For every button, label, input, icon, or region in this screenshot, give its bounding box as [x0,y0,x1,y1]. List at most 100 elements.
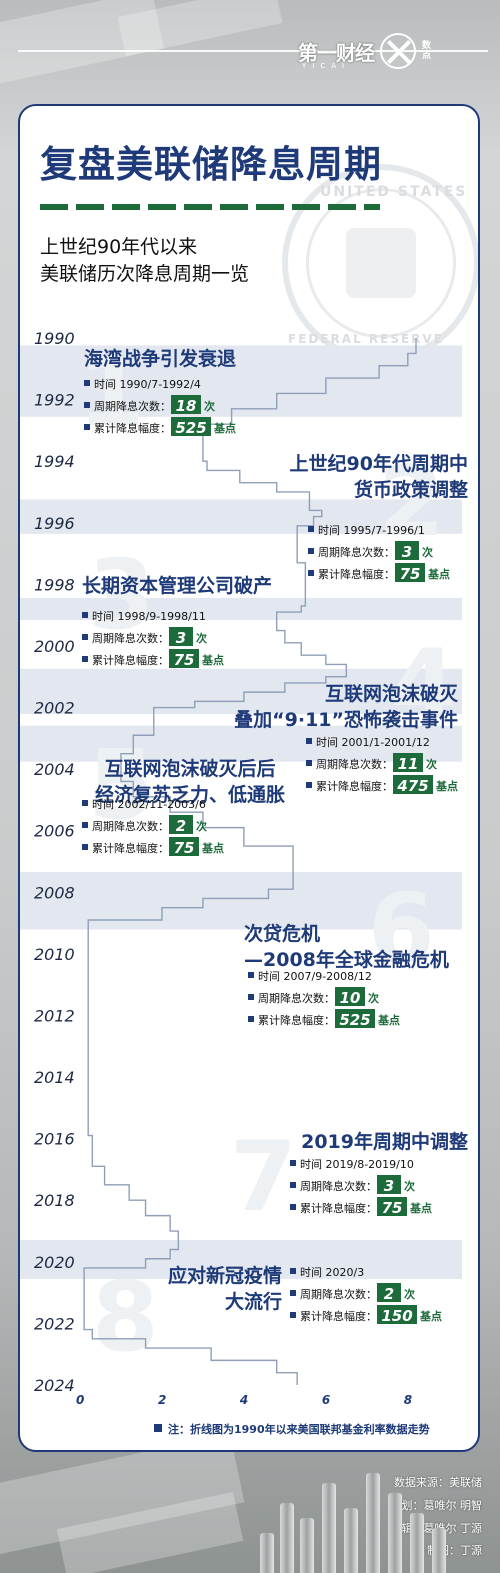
cycle-bullet-1-period [84,380,90,386]
y-tick-label-1998: 1998 [34,575,75,594]
cycle-count-value-7: 3 [384,1177,394,1195]
cycle-cut-value-7: 75 [382,1199,403,1217]
cycle-count-label-6: 周期降息次数： [258,991,335,1005]
cycle-cut-label-7: 累计降息幅度： [300,1201,377,1215]
y-tick-label-2008: 2008 [34,883,75,902]
cycle-cut-unit-2: 基点 [427,567,450,581]
coin-stacks-decoration [250,1450,490,1573]
cycle-cut-label-4: 累计降息幅度： [316,779,393,793]
y-tick-label-2002: 2002 [34,699,75,718]
cycle-count-label-8: 周期降息次数： [300,1287,377,1301]
cycle-count-box-2 [395,541,419,560]
cycle-cut-box-2 [395,563,425,582]
brand-sub: YICAI [302,62,351,70]
cycle-count-box-4 [393,753,423,772]
cycle-count-unit-5: 次 [196,819,207,833]
cycle-bullet-8-count [290,1290,296,1296]
cycle-count-label-5: 周期降息次数： [92,819,169,833]
cycle-cut-value-2: 75 [400,565,421,583]
cycle-title-4-line-1: 互联网泡沫破灭 [325,682,459,705]
cycle-count-box-3 [169,627,193,646]
cycle-bg-number-3: 3 [88,539,155,651]
series-line-fed-funds [83,338,417,1385]
cycle-period-label-3: 时间 1998/9-1998/11 [92,610,206,623]
cycle-bullet-4-period [306,738,312,744]
cycle-count-value-5: 2 [176,817,186,835]
y-tick-label-2010: 2010 [34,945,75,964]
x-tick-label-4: 4 [239,1393,248,1407]
cycle-band-2 [20,499,462,534]
cycle-cut-label-5: 累计降息幅度： [92,841,169,855]
cycle-count-value-2: 3 [402,543,412,561]
cycle-count-box-5 [169,815,193,834]
brand-name: 第一财经 [298,40,375,65]
y-tick-label-1996: 1996 [34,514,75,533]
cycle-title-6-line-2: —2008年全球金融危机 [244,948,449,971]
cycle-band-3 [20,597,462,621]
cycle-cut-box-8 [377,1305,417,1324]
cycle-cut-unit-8: 基点 [419,1309,442,1323]
cycle-cut-label-2: 累计降息幅度： [318,567,395,581]
cycle-cut-unit-4: 基点 [435,779,458,793]
cycle-bullet-5-cut [82,844,88,850]
y-tick-label-2004: 2004 [34,760,75,779]
cycle-title-4-line-2: 叠加“9·11”恐怖袭击事件 [234,708,458,731]
cycle-cut-unit-7: 基点 [409,1201,432,1215]
cycle-cut-unit-1: 基点 [213,421,236,435]
infographic-card: UNITED STATES FEDERAL RESERVE SYSTEM 复盘美… [18,104,480,1452]
cycle-count-value-6: 10 [340,989,361,1007]
y-tick-label-2020: 2020 [34,1253,75,1272]
page-title: 复盘美联储降息周期 [40,143,382,186]
cycle-count-box-6 [335,987,365,1006]
cycle-bg-number-4: 4 [390,629,457,741]
x-tick-label-2: 2 [158,1393,166,1407]
cycle-bullet-3-cut [82,656,88,662]
cycle-count-box-7 [377,1175,401,1194]
cycle-bullet-6-count [248,994,254,1000]
cycle-count-value-3: 3 [176,629,186,647]
cycle-count-unit-1: 次 [204,399,215,413]
x-tick-label-6: 6 [322,1393,330,1407]
subtitle-line-1: 上世纪90年代以来 [40,236,198,258]
footer-source: 数据来源：美联储 [394,1476,482,1489]
cycle-title-1-line-1: 海湾战争引发衰退 [84,347,236,370]
cycle-bullet-7-count [290,1182,296,1188]
cycle-count-unit-3: 次 [196,631,207,645]
cycle-cut-value-4: 475 [396,777,428,795]
y-tick-label-2000: 2000 [34,637,75,656]
cycle-cut-value-5: 75 [174,839,195,857]
cycle-cut-box-6 [335,1009,375,1028]
brand-logo-text: 数点 [422,41,432,61]
header-rule [18,50,488,52]
cycle-bg-number-6: 6 [368,873,435,985]
subtitle-line-2: 美联储历次降息周期一览 [40,263,250,285]
footer-planning: 策划：葛唯尔 明智 [390,1499,483,1512]
cycle-count-unit-7: 次 [404,1179,415,1193]
cycle-bg-number-5: 5 [88,729,155,841]
cycle-title-8-line-1: 应对新冠疫情 [168,1264,282,1287]
cycle-count-value-1: 18 [176,397,197,415]
brand-block: 第一财经 数点 [298,28,431,74]
cycle-count-label-4: 周期降息次数： [316,757,393,771]
cycle-band-8 [20,1258,462,1280]
cycle-bullet-8-period [290,1268,296,1274]
cycle-bullet-5-count [82,822,88,828]
cycle-band-1 [20,345,462,417]
cycle-bg-number-2: 2 [378,446,445,558]
cycle-period-label-8: 时间 2020/3 [300,1266,364,1279]
y-tick-label-2006: 2006 [34,822,75,841]
cycle-band-5 [20,725,462,762]
cycle-period-label-4: 时间 2001/1-2001/12 [316,736,430,749]
cycle-cut-box-1 [171,417,211,436]
cycle-cut-box-3 [169,649,199,668]
cycle-title-3-line-1: 长期资本管理公司破产 [82,574,272,597]
cycle-cut-unit-6: 基点 [377,1013,400,1027]
cycle-period-label-1: 时间 1990/7-1992/4 [94,378,201,391]
cycle-bullet-3-count [82,634,88,640]
cycle-bullet-1-cut [84,424,90,430]
cycle-count-label-3: 周期降息次数： [92,631,169,645]
legend-note-icon [154,1424,162,1432]
cycle-bg-number-8: 8 [92,1261,159,1373]
page-subtitle: 上世纪90年代以来 美联储历次降息周期一览 [40,234,249,288]
